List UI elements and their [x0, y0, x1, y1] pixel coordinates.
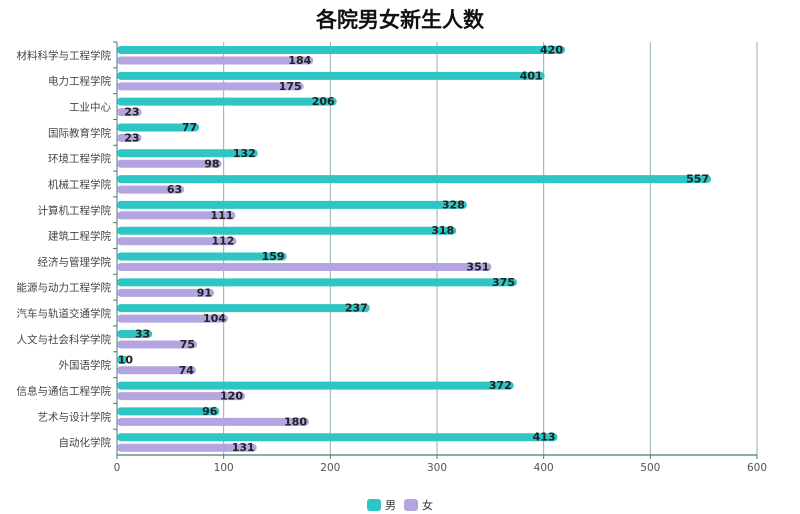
- bar-male: [117, 355, 128, 364]
- x-tick-label: 500: [640, 462, 660, 474]
- bar-female: [117, 211, 236, 220]
- bar-male: [117, 200, 467, 209]
- bar-female: [117, 108, 142, 117]
- bar-male: [117, 123, 200, 132]
- y-category-label: 自动化学院: [59, 436, 112, 449]
- legend-label-female: 女: [422, 499, 433, 512]
- data-label: 75: [180, 338, 195, 351]
- bar-male: [117, 278, 517, 287]
- data-label: 180: [284, 415, 307, 428]
- data-label: 401: [520, 69, 543, 82]
- bar-male: [117, 226, 457, 235]
- bar-male: [117, 71, 545, 80]
- data-label: 112: [211, 235, 234, 248]
- y-category-label: 机械工程学院: [48, 178, 111, 191]
- bar-female: [117, 392, 245, 401]
- data-label: 23: [124, 131, 139, 144]
- x-tick-label: 0: [114, 462, 121, 474]
- data-label: 175: [279, 80, 302, 93]
- bar-female: [117, 133, 142, 142]
- data-label: 77: [182, 121, 197, 134]
- bar-female: [117, 56, 314, 65]
- data-label: 184: [288, 54, 311, 67]
- x-tick-label: 200: [320, 462, 340, 474]
- bar-female: [117, 185, 185, 194]
- legend-swatch-female: [404, 499, 418, 511]
- y-category-label: 汽车与轨道交通学院: [17, 307, 112, 320]
- data-label: 318: [431, 224, 454, 237]
- legend-label-male: 男: [385, 499, 396, 512]
- data-label: 372: [489, 379, 512, 392]
- data-label: 375: [492, 276, 515, 289]
- data-label: 96: [202, 405, 218, 418]
- x-tick-label: 300: [427, 462, 447, 474]
- data-label: 10: [118, 353, 134, 366]
- bar-male: [117, 329, 153, 338]
- chart-title: 各院男女新生人数: [316, 8, 484, 32]
- bar-male: [117, 381, 514, 390]
- bar-female: [117, 159, 222, 168]
- data-label: 557: [686, 173, 709, 186]
- y-category-label: 艺术与设计学院: [38, 410, 112, 423]
- data-label: 351: [466, 261, 489, 274]
- bar-female: [117, 340, 197, 349]
- x-tick-label: 600: [747, 462, 767, 474]
- data-label: 132: [233, 147, 256, 160]
- legend-item-female[interactable]: 女: [404, 497, 433, 513]
- y-category-label: 计算机工程学院: [38, 204, 112, 217]
- data-label: 420: [540, 44, 563, 57]
- bar-female: [117, 417, 309, 426]
- data-label: 33: [135, 327, 150, 340]
- bar-male: [117, 149, 258, 158]
- data-label: 111: [210, 209, 233, 222]
- bar-female: [117, 314, 228, 323]
- data-label: 159: [262, 250, 285, 263]
- y-category-label: 工业中心: [69, 101, 111, 114]
- data-label: 98: [204, 157, 219, 170]
- data-label: 23: [124, 106, 139, 119]
- bar-female: [117, 288, 215, 297]
- bar-male: [117, 97, 337, 106]
- data-label: 91: [197, 286, 212, 299]
- data-label: 328: [442, 198, 465, 211]
- bar-male: [117, 433, 558, 442]
- y-category-label: 人文与社会科学学院: [17, 333, 112, 346]
- bar-male: [117, 175, 712, 184]
- y-category-label: 环境工程学院: [48, 152, 111, 165]
- y-category-label: 国际教育学院: [48, 126, 111, 139]
- data-label: 120: [220, 390, 243, 403]
- data-label: 237: [345, 302, 368, 315]
- y-category-label: 能源与动力工程学院: [17, 281, 112, 294]
- data-label: 131: [232, 441, 255, 454]
- y-category-label: 建筑工程学院: [48, 230, 111, 243]
- y-category-label: 经济与管理学院: [38, 255, 112, 268]
- bar-male: [117, 46, 565, 54]
- y-category-label: 电力工程学院: [48, 75, 111, 88]
- bar-female: [117, 366, 196, 375]
- data-label: 74: [179, 364, 195, 377]
- data-label: 206: [312, 95, 335, 108]
- legend-swatch-male: [367, 499, 381, 511]
- bar-female: [117, 237, 237, 246]
- legend-item-male[interactable]: 男: [367, 497, 396, 513]
- bar-female: [117, 443, 257, 452]
- y-category-label: 材料科学与工程学院: [17, 49, 112, 62]
- data-label: 413: [533, 431, 556, 444]
- bar-female: [117, 263, 492, 271]
- x-tick-label: 100: [214, 462, 234, 474]
- bar-female: [117, 82, 304, 91]
- y-category-label: 信息与通信工程学院: [17, 384, 112, 397]
- legend: 男 女: [0, 497, 800, 513]
- data-label: 104: [203, 312, 226, 325]
- x-tick-label: 400: [534, 462, 554, 474]
- bar-male: [117, 407, 220, 416]
- data-label: 63: [167, 183, 182, 196]
- y-category-label: 外国语学院: [59, 359, 112, 372]
- bar-male: [117, 304, 370, 313]
- bar-male: [117, 252, 287, 261]
